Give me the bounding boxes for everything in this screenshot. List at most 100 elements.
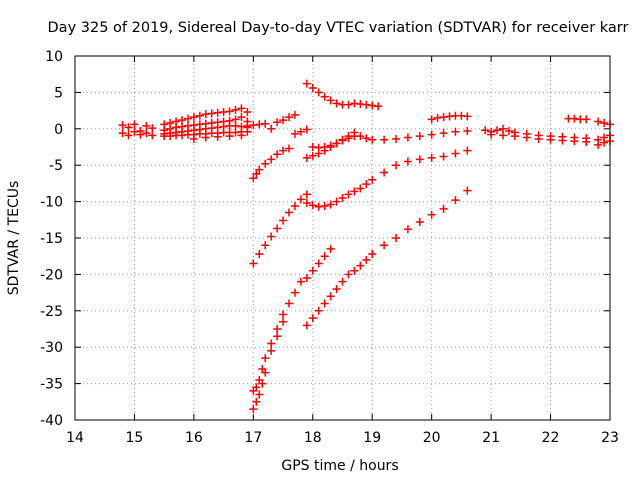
data-point bbox=[522, 133, 531, 142]
data-point bbox=[463, 126, 472, 135]
data-point bbox=[189, 134, 198, 143]
data-point bbox=[463, 186, 472, 195]
data-points bbox=[118, 79, 614, 414]
data-point bbox=[439, 152, 448, 161]
data-point bbox=[510, 132, 519, 141]
y-tick-label: -40 bbox=[40, 413, 63, 429]
data-point bbox=[439, 204, 448, 213]
data-point bbox=[338, 193, 347, 202]
data-point bbox=[362, 255, 371, 264]
series-arc-n bbox=[427, 111, 472, 124]
series-arc-b5 bbox=[189, 131, 246, 143]
y-tick-label: -10 bbox=[40, 195, 63, 211]
data-point bbox=[368, 250, 377, 259]
data-point bbox=[594, 117, 603, 126]
data-point bbox=[403, 157, 412, 166]
data-point bbox=[326, 200, 335, 209]
series-arc-f bbox=[302, 79, 383, 111]
data-point bbox=[368, 135, 377, 144]
series-arc-t bbox=[594, 137, 614, 149]
data-point bbox=[332, 99, 341, 108]
data-point bbox=[332, 139, 341, 148]
data-point bbox=[237, 113, 246, 122]
data-point bbox=[600, 118, 609, 127]
data-point bbox=[463, 112, 472, 121]
x-tick-label: 17 bbox=[244, 430, 262, 446]
series-arc-a2 bbox=[118, 127, 157, 140]
data-point bbox=[451, 196, 460, 205]
data-point bbox=[350, 187, 359, 196]
data-point bbox=[279, 317, 288, 326]
data-point bbox=[362, 134, 371, 143]
data-point bbox=[308, 266, 317, 275]
data-point bbox=[350, 132, 359, 141]
series-arc-j bbox=[302, 146, 472, 211]
data-point bbox=[279, 216, 288, 225]
data-point bbox=[415, 155, 424, 164]
data-point bbox=[308, 314, 317, 323]
data-point bbox=[344, 100, 353, 109]
data-point bbox=[290, 288, 299, 297]
data-point bbox=[427, 153, 436, 162]
data-point bbox=[273, 325, 282, 333]
data-point bbox=[558, 136, 567, 145]
x-tick-labels: 14 15 16 17 18 19 20 21 22 23 bbox=[66, 430, 619, 446]
data-point bbox=[308, 201, 317, 210]
data-point bbox=[148, 131, 157, 140]
x-tick-label: 14 bbox=[66, 430, 84, 446]
data-point bbox=[273, 224, 282, 233]
data-point bbox=[320, 92, 329, 101]
y-tick-label: -5 bbox=[49, 158, 63, 174]
data-point bbox=[392, 161, 400, 170]
data-point bbox=[534, 134, 543, 143]
series-arc-c bbox=[243, 110, 299, 133]
data-point bbox=[582, 137, 591, 146]
data-point bbox=[392, 134, 400, 143]
y-tick-label: 10 bbox=[45, 49, 63, 65]
data-point bbox=[296, 277, 305, 286]
data-point bbox=[267, 339, 276, 348]
data-point bbox=[427, 210, 436, 219]
data-point bbox=[261, 119, 270, 128]
x-tick-label: 16 bbox=[185, 430, 203, 446]
x-tick-label: 23 bbox=[601, 430, 619, 446]
series-arc-r bbox=[594, 117, 614, 129]
data-point bbox=[285, 113, 293, 122]
series-arc-s bbox=[594, 131, 614, 144]
data-point bbox=[290, 110, 299, 119]
data-point bbox=[463, 146, 472, 155]
data-point bbox=[493, 126, 502, 135]
grid bbox=[75, 56, 610, 420]
data-point bbox=[273, 150, 282, 159]
x-tick-label: 22 bbox=[542, 430, 560, 446]
data-point bbox=[570, 137, 579, 146]
data-point bbox=[225, 132, 234, 141]
data-point bbox=[344, 270, 353, 279]
data-point bbox=[427, 130, 436, 139]
data-point bbox=[237, 131, 246, 140]
data-point bbox=[415, 132, 424, 141]
data-point bbox=[201, 133, 210, 142]
data-point bbox=[252, 383, 261, 392]
data-point bbox=[594, 140, 603, 149]
data-point bbox=[302, 125, 311, 134]
y-tick-label: -35 bbox=[40, 377, 63, 393]
data-point bbox=[258, 379, 267, 388]
data-point bbox=[279, 146, 288, 155]
data-point bbox=[267, 155, 276, 164]
data-point bbox=[261, 354, 270, 363]
data-point bbox=[302, 274, 311, 283]
data-point bbox=[403, 225, 412, 234]
data-point bbox=[255, 250, 264, 259]
data-point bbox=[308, 84, 317, 93]
data-point bbox=[380, 135, 389, 144]
data-point bbox=[314, 306, 323, 315]
data-point bbox=[124, 123, 133, 132]
data-point bbox=[451, 127, 460, 136]
data-point bbox=[290, 129, 299, 138]
y-tick-label: -30 bbox=[40, 340, 63, 356]
data-point bbox=[344, 190, 353, 199]
data-point bbox=[142, 129, 151, 138]
data-point bbox=[427, 115, 436, 124]
